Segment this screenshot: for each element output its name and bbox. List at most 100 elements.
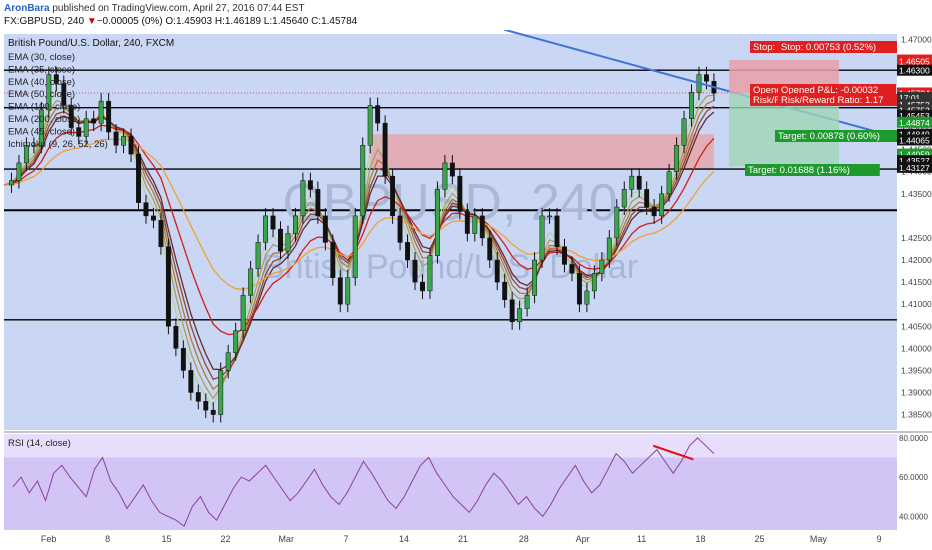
supply-zone — [370, 134, 714, 170]
candle-body — [689, 92, 694, 120]
candle-body — [569, 264, 575, 274]
y-tick-label: 1.43500 — [901, 189, 932, 199]
candle-body — [614, 206, 620, 239]
candle-body — [621, 189, 627, 208]
candle-body — [599, 259, 605, 274]
candle-body — [704, 74, 709, 82]
chart-title: British Pound/U.S. Dollar, 240, FXCM — [8, 38, 174, 49]
candle-body — [412, 259, 418, 283]
price-tag-bg — [897, 55, 932, 67]
candle-body — [38, 109, 44, 146]
y-tick-label: 1.42500 — [901, 233, 932, 243]
candle-body — [240, 295, 246, 331]
candle-body — [180, 348, 186, 371]
stop-short-label: Stop: 0 — [753, 42, 783, 53]
price-tag: 1.44059 — [899, 150, 930, 160]
price-tag-bg — [897, 104, 932, 116]
candle-body — [68, 105, 74, 128]
candle-body — [76, 127, 82, 137]
candle-body — [255, 242, 261, 270]
candle-body — [487, 237, 493, 261]
candle-body — [651, 206, 657, 217]
candle-body — [195, 392, 201, 402]
candle-body — [121, 136, 127, 146]
candle-body — [91, 118, 97, 124]
indicator-label: EMA (100, close) — [8, 102, 80, 113]
price-tag: 1.43527 — [899, 156, 930, 166]
candle-body — [554, 215, 560, 248]
candle-body — [218, 370, 224, 415]
target1-label: Target: 0.00878 (0.60%) — [778, 131, 880, 142]
candle-body — [270, 215, 276, 230]
candle-body — [367, 105, 373, 146]
candle-body — [524, 295, 530, 309]
candle-body — [285, 233, 291, 252]
price-tag-bg — [897, 64, 932, 76]
change-text: −0.00005 (0%) — [96, 16, 163, 27]
candle-body — [307, 180, 313, 190]
change-arrow-icon: ▼ — [86, 16, 97, 27]
chart-header: AronBara published on TradingView.com, A… — [0, 0, 932, 30]
candle-body — [210, 409, 216, 415]
x-tick-label: 7 — [344, 534, 349, 544]
y-tick-label: 1.41000 — [901, 299, 932, 309]
candle-body — [203, 401, 209, 411]
candle-body — [151, 215, 156, 221]
rsi-line — [12, 437, 715, 527]
candle-body — [502, 281, 508, 301]
rsi-axis — [897, 434, 932, 530]
candle-body — [584, 290, 590, 305]
author-name[interactable]: AronBara — [4, 3, 50, 14]
candle-body — [659, 193, 665, 217]
candle-body — [106, 100, 112, 133]
y-tick-label: 1.40500 — [901, 321, 932, 331]
candle-body — [591, 273, 597, 292]
rsi-tick-label: 60.0000 — [899, 473, 928, 482]
candle-body — [479, 215, 485, 239]
candle-body — [509, 299, 515, 323]
candle-body — [360, 145, 366, 217]
publish-line: AronBara published on TradingView.com, A… — [4, 3, 305, 14]
rsi-tick-label: 40.0000 — [899, 512, 928, 521]
rsi-tick-label: 80.0000 — [899, 434, 928, 443]
candle-body — [322, 215, 328, 243]
x-tick-label: 11 — [637, 534, 646, 544]
candle-body — [629, 175, 635, 190]
candle-body — [464, 211, 470, 234]
candle-body — [300, 180, 306, 217]
candle-body — [83, 118, 89, 137]
opened-short-label: Opened — [753, 85, 787, 96]
y-tick-label: 1.47000 — [901, 34, 932, 44]
ohlc-text: O:1.45903 H:1.46189 L:1.45640 C:1.45784 — [165, 16, 358, 27]
indicator-label: EMA (45, close) — [8, 126, 75, 137]
symbol-text: FX:GBPUSD, 240 — [4, 16, 85, 27]
x-tick-label: 14 — [399, 534, 409, 544]
x-tick-label: 25 — [754, 534, 764, 544]
candle-body — [53, 74, 59, 84]
y-tick-label: 1.39500 — [901, 365, 932, 375]
candle-body — [330, 242, 336, 278]
candle-body — [315, 189, 321, 217]
price-tag-bg — [897, 155, 932, 167]
price-tag-bg — [897, 128, 932, 140]
candle-body — [390, 175, 396, 217]
publish-text: published on TradingView.com, April 27, … — [52, 3, 305, 14]
candle-body — [666, 171, 672, 195]
candle-body — [188, 370, 194, 393]
candle-body — [9, 180, 14, 186]
candle-body — [457, 175, 463, 212]
x-tick-label: May — [810, 534, 828, 544]
candle-body — [278, 228, 283, 252]
candle-body — [98, 100, 104, 124]
candle-body — [517, 308, 523, 323]
x-tick-label: 22 — [220, 534, 230, 544]
candle-body — [248, 268, 254, 296]
price-tag: 17:01 — [899, 93, 921, 103]
candle-body — [397, 215, 403, 243]
candle-body — [547, 215, 552, 218]
candle-body — [128, 136, 134, 155]
target2-label-bg — [745, 164, 880, 176]
candle-body — [292, 215, 298, 234]
x-tick-label: 15 — [162, 534, 172, 544]
